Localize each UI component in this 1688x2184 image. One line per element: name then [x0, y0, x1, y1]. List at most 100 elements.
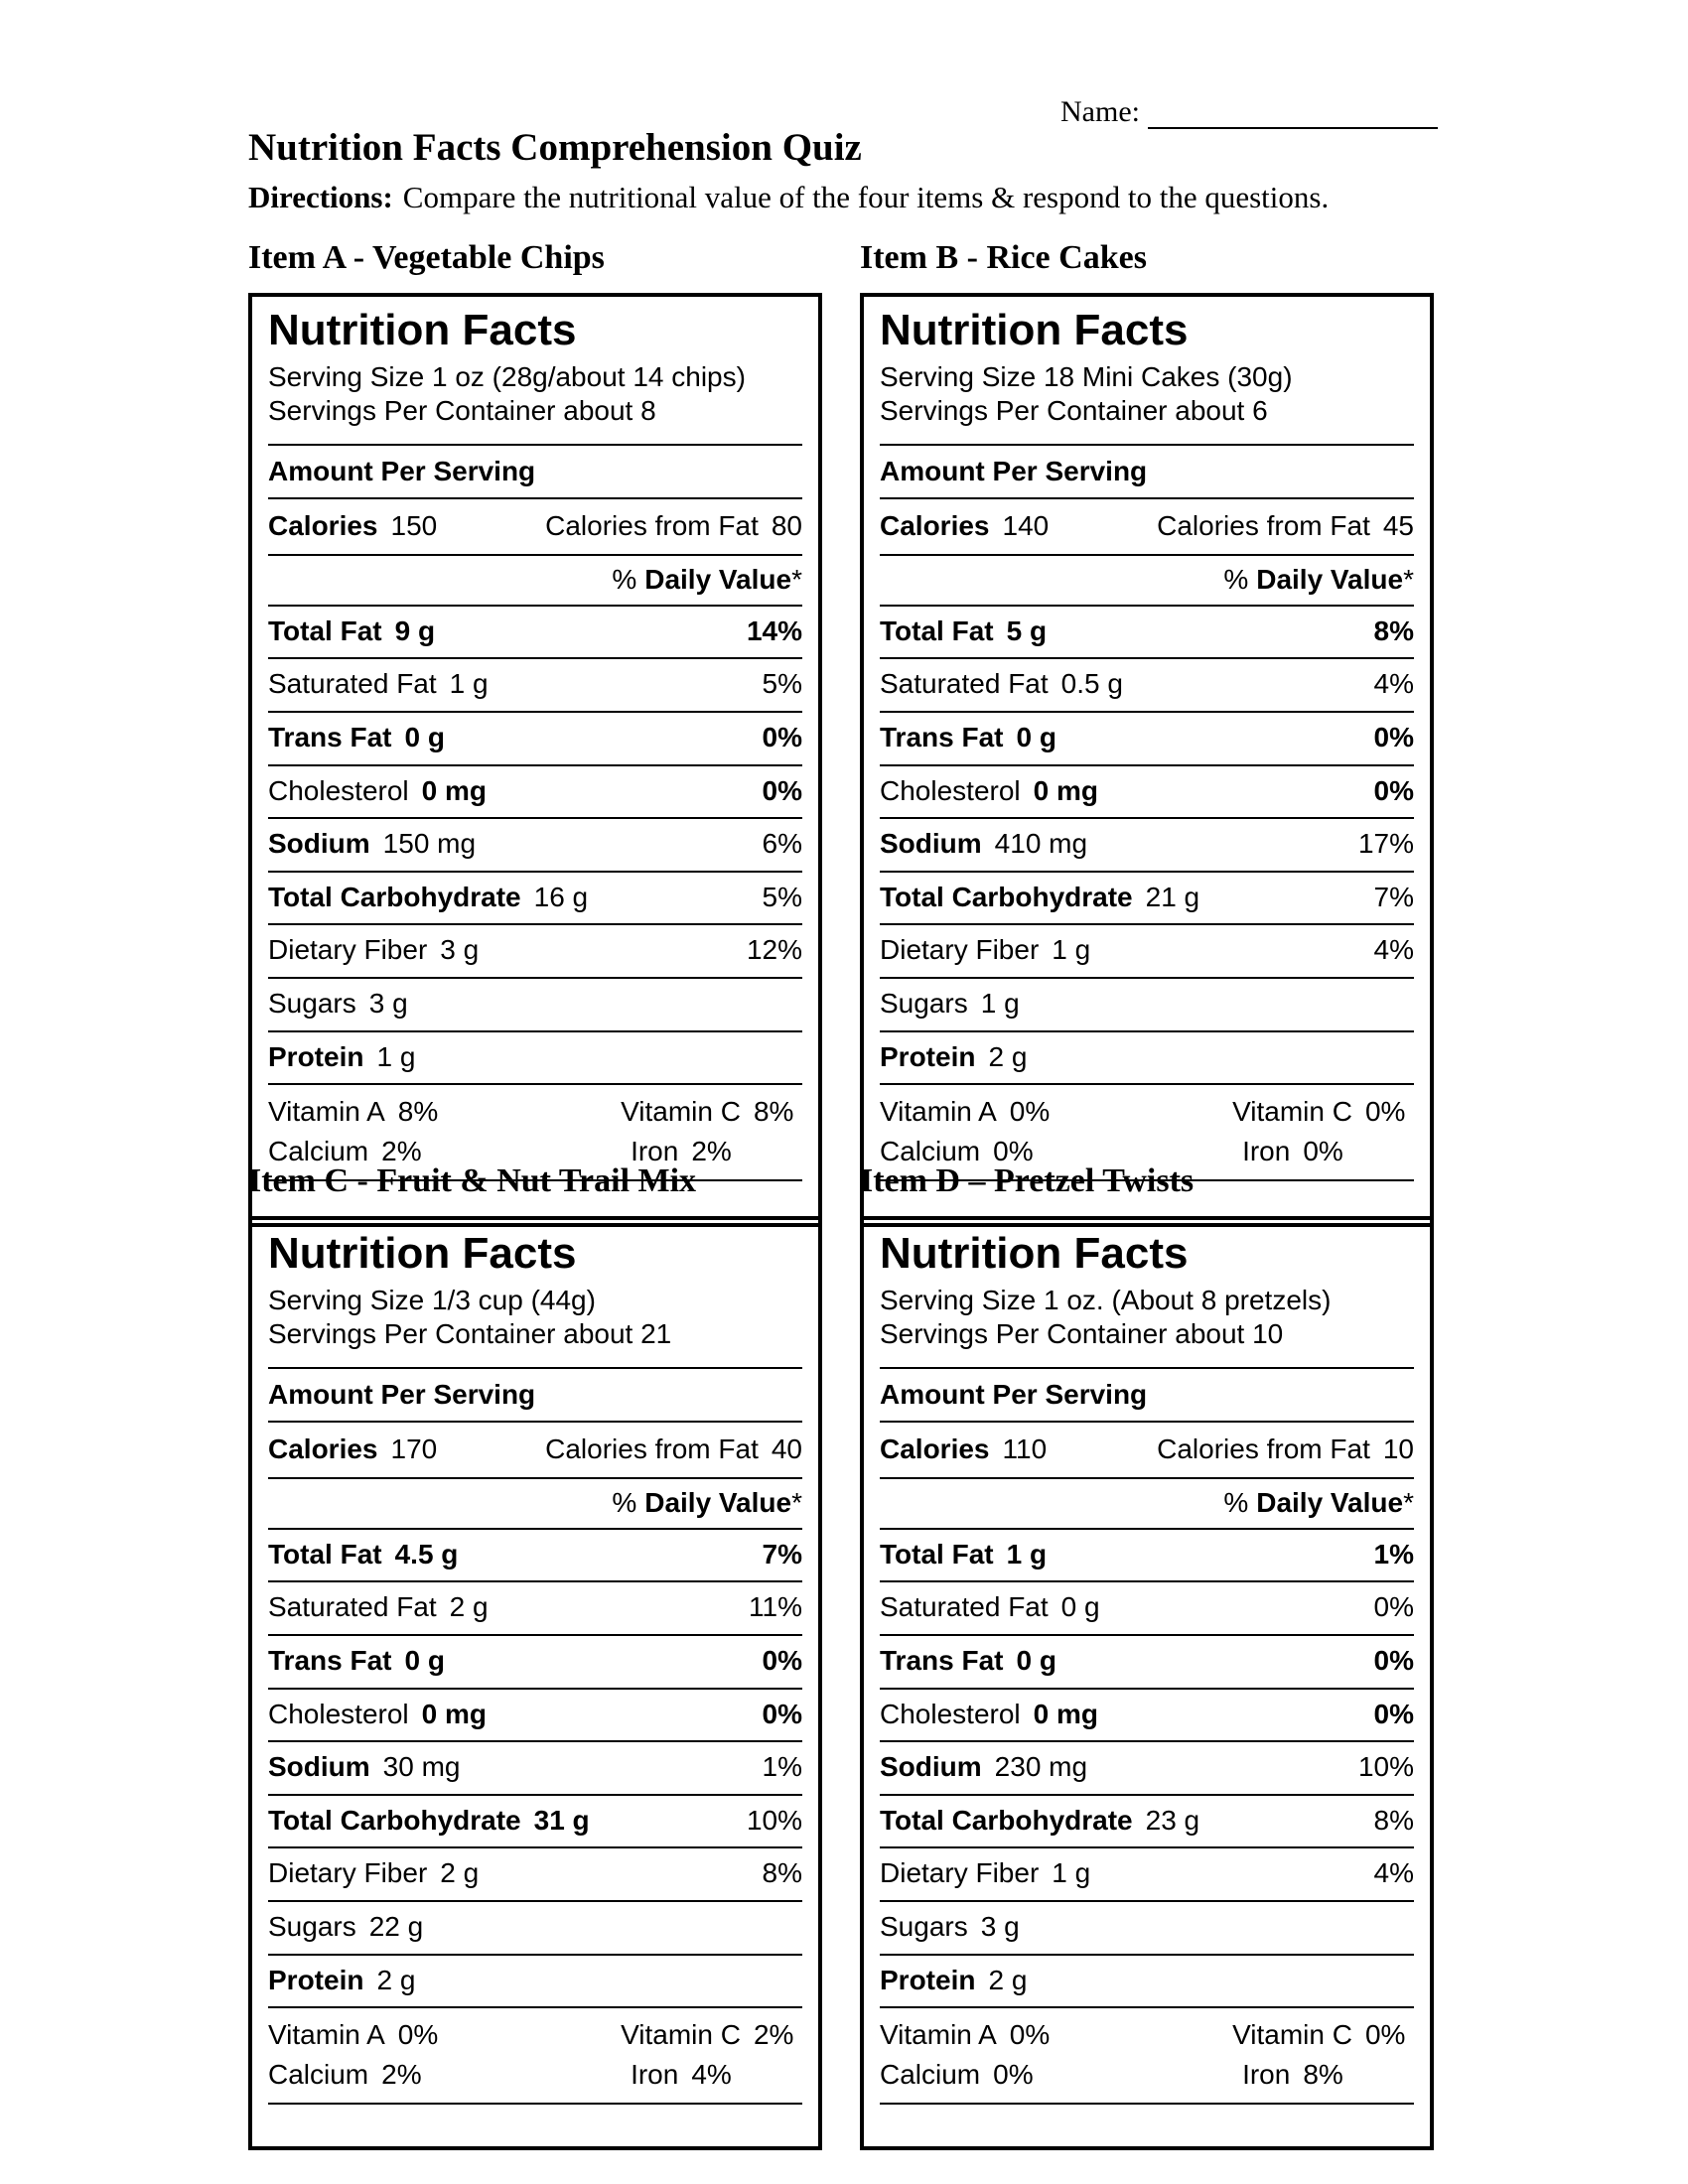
nutrient-name: Total Fat	[880, 1538, 994, 1570]
serving-size: Serving Size 1/3 cup (44g)	[268, 1284, 596, 1315]
nutrient-name: Dietary Fiber	[268, 934, 428, 966]
nutrient-row: Cholesterol 0 mg 0%	[880, 1690, 1414, 1743]
nutrient-rows: Total Fat 9 g 14% Saturated Fat 1 g 5% Trans F…	[268, 607, 802, 1086]
nutrient-name-amount: Total Fat 4.5 g	[268, 1538, 458, 1571]
nutrient-row: Protein 1 g	[268, 1032, 802, 1086]
servings-per-container: Servings Per Container about 8	[268, 394, 656, 426]
nutrient-daily-value: 8%	[1373, 614, 1414, 646]
nutrient-name-amount: Sugars 22 g	[268, 1910, 423, 1944]
nutrient-daily-value: 4%	[1373, 1857, 1414, 1889]
micronutrient: Iron 2%	[621, 1135, 802, 1168]
nutrient-amount: 150 mg	[382, 828, 477, 860]
item-panel: Item C - Fruit & Nut Trail Mix Nutrition…	[248, 1161, 822, 2151]
nutrient-name-amount: Sodium 410 mg	[880, 827, 1087, 861]
name-blank-line	[1147, 97, 1438, 129]
calories-row: Calories 140 Calories from Fat 45	[880, 499, 1414, 557]
nutrient-row: Total Fat 5 g 8%	[880, 607, 1414, 660]
nutrient-row: Saturated Fat 0 g 0%	[880, 1582, 1414, 1637]
nutrient-name: Saturated Fat	[880, 668, 1049, 700]
nutrient-amount: 1 g	[449, 668, 489, 700]
micronutrient-name: Iron	[631, 1135, 679, 1166]
nutrient-amount: 230 mg	[994, 1751, 1088, 1783]
micronutrient-value: 8%	[397, 1096, 439, 1128]
label-title: Nutrition Facts	[880, 1228, 1189, 1278]
calories-from-fat: Calories from Fat 45	[1157, 509, 1414, 543]
nutrient-daily-value: 4%	[1373, 668, 1414, 700]
nutrient-amount: 2 g	[440, 1857, 480, 1889]
nutrient-name-amount: Sugars 3 g	[880, 1910, 1020, 1944]
nutrient-name: Total Carbohydrate	[268, 1804, 521, 1836]
nutrient-name-amount: Protein 1 g	[268, 1040, 415, 1074]
daily-value-label: Daily Value	[644, 1487, 792, 1519]
nutrient-row: Trans Fat 0 g 0%	[880, 713, 1414, 766]
nutrient-amount: 1 g	[1006, 1538, 1048, 1570]
micronutrient: Vitamin C 2%	[621, 2018, 802, 2052]
nutrient-name-amount: Total Carbohydrate 21 g	[880, 881, 1199, 914]
label-header: Nutrition Facts Serving Size 1 oz (28g/a…	[268, 305, 802, 447]
nutrient-name-amount: Sodium 30 mg	[268, 1750, 461, 1784]
nutrient-name: Total Carbohydrate	[880, 881, 1133, 912]
nutrition-facts-label: Nutrition Facts Serving Size 1 oz. (Abou…	[860, 1215, 1434, 2151]
micronutrient: Calcium 2%	[268, 1135, 621, 1168]
nutrient-daily-value: 0%	[762, 1645, 802, 1677]
nutrient-name-amount: Sodium 150 mg	[268, 827, 476, 861]
micronutrient-name: Vitamin A	[880, 2019, 997, 2051]
amount-per-serving: Amount Per Serving	[880, 446, 1414, 499]
nutrient-name: Trans Fat	[268, 1645, 392, 1677]
nutrient-name: Sodium	[880, 1751, 982, 1783]
nutrient-name-amount: Dietary Fiber 2 g	[268, 1856, 479, 1890]
daily-value-asterisk: *	[791, 1487, 802, 1519]
nutrient-amount: 0 mg	[421, 1698, 487, 1729]
micronutrient-value: 2%	[381, 2058, 422, 2090]
micronutrient-name: Calcium	[268, 1135, 369, 1166]
nutrient-name: Trans Fat	[880, 1645, 1004, 1677]
nutrient-name-amount: Protein 2 g	[880, 1964, 1027, 1997]
nutrient-row: Cholesterol 0 mg 0%	[880, 766, 1414, 820]
label-title: Nutrition Facts	[268, 305, 577, 354]
micronutrient-name: Iron	[1242, 2058, 1291, 2090]
micronutrient: Iron 4%	[621, 2058, 802, 2092]
micronutrients: Vitamin A 0% Vitamin C 0% Calcium 0% Iron 8%	[880, 2008, 1414, 2106]
servings-per-container: Servings Per Container about 6	[880, 394, 1268, 426]
nutrient-row: Sodium 150 mg 6%	[268, 819, 802, 873]
servings-per-container: Servings Per Container about 10	[880, 1317, 1284, 1349]
micronutrient-value: 0%	[1303, 1135, 1343, 1166]
micronutrient-name: Iron	[631, 2058, 679, 2090]
nutrient-amount: 9 g	[394, 614, 436, 646]
nutrient-name: Sugars	[880, 988, 968, 1020]
nutrient-row: Trans Fat 0 g 0%	[880, 1636, 1414, 1690]
micronutrient-name: Iron	[1242, 1135, 1291, 1166]
nutrient-name: Sodium	[268, 1751, 370, 1783]
micronutrient-value: 2%	[381, 1135, 422, 1166]
calories-from-fat-label: Calories from Fat	[1157, 509, 1370, 541]
nutrient-amount: 22 g	[368, 1911, 424, 1943]
servings-per-container: Servings Per Container about 21	[268, 1317, 672, 1349]
micronutrient: Iron 8%	[1232, 2058, 1414, 2092]
label-header: Nutrition Facts Serving Size 1 oz. (Abou…	[880, 1228, 1414, 1370]
nutrient-amount: 3 g	[368, 988, 408, 1020]
nutrient-name-amount: Total Carbohydrate 23 g	[880, 1804, 1199, 1838]
nutrient-name-amount: Cholesterol 0 mg	[880, 774, 1098, 808]
calories-from-fat-label: Calories from Fat	[545, 509, 759, 541]
daily-value-asterisk: *	[1403, 1487, 1414, 1519]
nutrient-name: Protein	[880, 1040, 976, 1072]
nutrient-name-amount: Sugars 3 g	[268, 987, 408, 1021]
daily-value-asterisk: *	[791, 564, 802, 596]
daily-value-header: % Daily Value*	[880, 1479, 1414, 1530]
calories-from-fat-label: Calories from Fat	[545, 1433, 759, 1464]
calories-row: Calories 110 Calories from Fat 10	[880, 1423, 1414, 1480]
nutrient-name-amount: Saturated Fat 2 g	[268, 1590, 489, 1624]
micronutrient: Vitamin A 8%	[268, 1095, 621, 1129]
micronutrients: Vitamin A 0% Vitamin C 0% Calcium 0% Iron 0%	[880, 1085, 1414, 1182]
nutrient-name-amount: Trans Fat 0 g	[880, 1644, 1056, 1678]
nutrient-daily-value: 8%	[762, 1857, 802, 1889]
calories-from-fat: Calories from Fat 40	[545, 1433, 802, 1466]
nutrient-row: Dietary Fiber 1 g 4%	[880, 925, 1414, 980]
nutrient-row: Dietary Fiber 2 g 8%	[268, 1848, 802, 1903]
nutrient-name: Protein	[268, 1964, 364, 1995]
daily-value-header: % Daily Value*	[268, 556, 802, 607]
item-heading: Item B - Rice Cakes	[860, 239, 1147, 276]
micronutrient-value: 0%	[397, 2019, 439, 2051]
nutrient-daily-value: 0%	[762, 722, 802, 753]
calories-row: Calories 150 Calories from Fat 80	[268, 499, 802, 557]
